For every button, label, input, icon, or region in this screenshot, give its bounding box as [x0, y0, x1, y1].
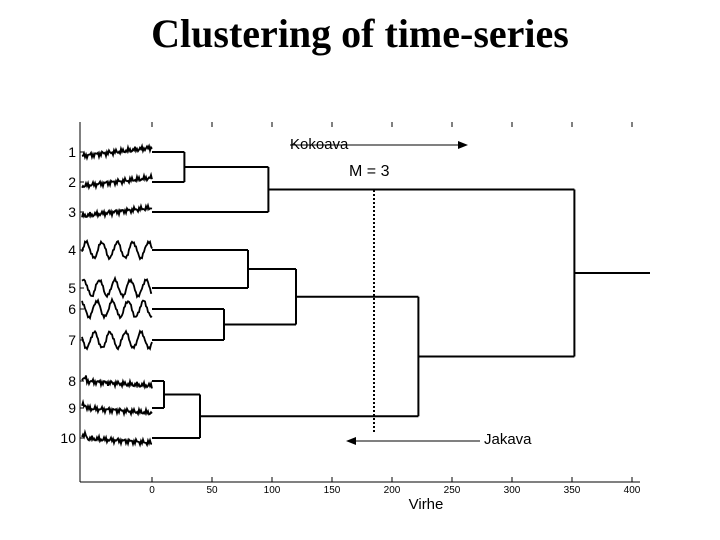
slide-title: Clustering of time-series [151, 11, 569, 56]
leaf-label-6: 6 [68, 301, 76, 317]
leaf-label-7: 7 [68, 332, 76, 348]
threshold-label: M = 3 [349, 163, 390, 180]
leaf-label-2: 2 [68, 174, 76, 190]
time-series-2 [81, 171, 153, 191]
time-series-10 [81, 428, 153, 448]
leaf-label-1: 1 [68, 144, 76, 160]
leaf-label-10: 10 [60, 430, 76, 446]
x-tick-label: 250 [444, 485, 461, 496]
x-axis-label: Virhe [409, 496, 444, 513]
x-tick-label: 350 [564, 485, 581, 496]
time-series-3 [81, 202, 153, 220]
x-tick-label: 0 [149, 485, 155, 496]
leaf-labels: 1 2 3 4 5 6 7 8 9 10 [60, 144, 84, 446]
time-series-5 [81, 275, 153, 300]
x-ticks: 0 50 100 150 200 250 300 350 400 [149, 122, 641, 496]
time-series-9 [81, 398, 153, 418]
time-series-8 [81, 375, 153, 390]
jakava-arrowhead [346, 437, 356, 445]
x-tick-label: 300 [504, 485, 521, 496]
x-tick-label: 400 [624, 485, 641, 496]
leaf-label-9: 9 [68, 400, 76, 416]
kokoava-arrowhead [458, 141, 468, 149]
time-series-6 [81, 296, 153, 321]
x-tick-label: 100 [264, 485, 281, 496]
leaf-label-5: 5 [68, 280, 76, 296]
leaf-label-4: 4 [68, 242, 76, 258]
x-tick-label: 200 [384, 485, 401, 496]
time-series-4 [81, 238, 153, 261]
time-series-sketches [81, 142, 153, 448]
dendrogram-links [152, 151, 650, 439]
x-tick-label: 50 [206, 485, 218, 496]
leaf-label-8: 8 [68, 373, 76, 389]
time-series-1 [81, 142, 153, 162]
leaf-label-3: 3 [68, 204, 76, 220]
jakava-label: Jakava [484, 431, 532, 448]
time-series-7 [81, 329, 153, 351]
x-tick-label: 150 [324, 485, 341, 496]
